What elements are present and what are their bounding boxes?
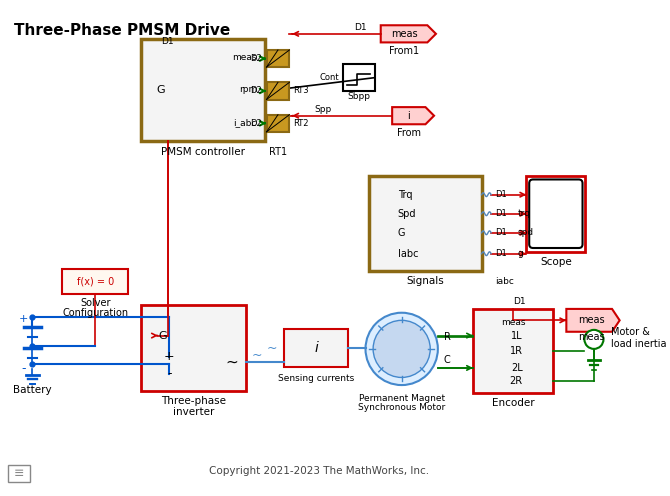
Text: Battery: Battery xyxy=(13,385,52,395)
Text: G: G xyxy=(156,85,165,95)
Text: Motor &: Motor & xyxy=(611,327,650,337)
Bar xyxy=(62,269,129,294)
Text: 1R: 1R xyxy=(510,346,523,356)
Text: 2L: 2L xyxy=(511,363,523,373)
Text: i: i xyxy=(314,341,318,355)
Text: D1: D1 xyxy=(495,228,507,237)
Bar xyxy=(141,39,265,141)
Bar xyxy=(342,64,375,91)
Circle shape xyxy=(366,312,438,385)
Text: Spp: Spp xyxy=(314,106,331,115)
Text: meas: meas xyxy=(500,318,525,327)
Text: ~: ~ xyxy=(226,355,239,370)
Text: ~: ~ xyxy=(267,341,277,355)
Text: D1: D1 xyxy=(495,249,507,258)
Text: D2: D2 xyxy=(250,86,262,95)
Text: Sensing currents: Sensing currents xyxy=(278,374,354,383)
Bar xyxy=(7,465,30,482)
Bar xyxy=(267,82,289,100)
Bar xyxy=(369,176,482,271)
Text: D1: D1 xyxy=(495,190,507,199)
Text: D1: D1 xyxy=(354,23,366,32)
Text: g: g xyxy=(518,249,523,258)
Text: meas: meas xyxy=(578,315,604,325)
Circle shape xyxy=(373,320,430,377)
Text: Solver: Solver xyxy=(80,298,111,308)
Text: i_abc: i_abc xyxy=(234,118,257,127)
Text: Trq: Trq xyxy=(398,189,412,200)
Polygon shape xyxy=(392,107,434,124)
Text: Permanent Magnet: Permanent Magnet xyxy=(358,394,445,403)
Text: G: G xyxy=(398,228,405,238)
Text: Cont: Cont xyxy=(319,73,339,82)
Text: Configuration: Configuration xyxy=(62,308,128,318)
Text: trq: trq xyxy=(518,209,531,218)
Text: RT3: RT3 xyxy=(293,86,309,95)
Text: G: G xyxy=(158,330,167,341)
Bar xyxy=(283,329,348,367)
Text: 1L: 1L xyxy=(511,330,523,341)
Text: Iabc: Iabc xyxy=(398,248,418,259)
Text: load inertia: load inertia xyxy=(611,339,667,349)
Text: D1: D1 xyxy=(161,37,174,46)
Text: meas: meas xyxy=(578,332,604,342)
Bar xyxy=(527,176,586,252)
Text: From1: From1 xyxy=(389,46,419,56)
Text: rpm: rpm xyxy=(239,85,257,95)
Polygon shape xyxy=(381,25,436,42)
Text: Three-phase: Three-phase xyxy=(161,396,226,406)
Text: -: - xyxy=(21,363,26,375)
FancyBboxPatch shape xyxy=(529,180,582,248)
Text: Encoder: Encoder xyxy=(492,398,535,408)
Text: RT1: RT1 xyxy=(269,147,287,157)
Text: meas: meas xyxy=(391,29,417,39)
Text: D2: D2 xyxy=(250,119,262,128)
Text: PMSM controller: PMSM controller xyxy=(161,147,245,157)
Text: meas: meas xyxy=(232,53,257,62)
Text: Three-Phase PMSM Drive: Three-Phase PMSM Drive xyxy=(14,23,230,39)
Bar xyxy=(267,115,289,132)
Text: Synchronous Motor: Synchronous Motor xyxy=(358,403,446,412)
Text: ~: ~ xyxy=(251,349,262,362)
Text: C: C xyxy=(444,355,450,366)
Text: ≡: ≡ xyxy=(14,467,24,480)
Text: RT2: RT2 xyxy=(293,119,309,128)
Bar xyxy=(267,50,289,67)
Text: Signals: Signals xyxy=(407,276,444,286)
Text: spd: spd xyxy=(518,228,534,237)
Text: D1: D1 xyxy=(495,209,507,218)
Bar xyxy=(473,309,553,393)
Circle shape xyxy=(584,330,604,349)
Text: Scope: Scope xyxy=(540,257,572,267)
Polygon shape xyxy=(566,309,620,332)
Text: inverter: inverter xyxy=(173,407,214,417)
Text: Copyright 2021-2023 The MathWorks, Inc.: Copyright 2021-2023 The MathWorks, Inc. xyxy=(209,466,429,476)
Text: iabc: iabc xyxy=(495,277,514,286)
Text: f(x) = 0: f(x) = 0 xyxy=(76,276,114,286)
Bar xyxy=(141,305,246,391)
Text: R: R xyxy=(444,332,450,342)
Text: 2R: 2R xyxy=(509,376,523,386)
Text: +: + xyxy=(164,350,175,363)
Text: i: i xyxy=(407,111,410,121)
Text: D2: D2 xyxy=(250,54,262,63)
Text: -: - xyxy=(168,367,172,380)
Text: From: From xyxy=(397,128,421,138)
Text: Spd: Spd xyxy=(398,209,416,219)
Text: Sbpp: Sbpp xyxy=(347,92,371,101)
Text: +: + xyxy=(19,314,29,324)
Text: D1: D1 xyxy=(513,297,526,306)
